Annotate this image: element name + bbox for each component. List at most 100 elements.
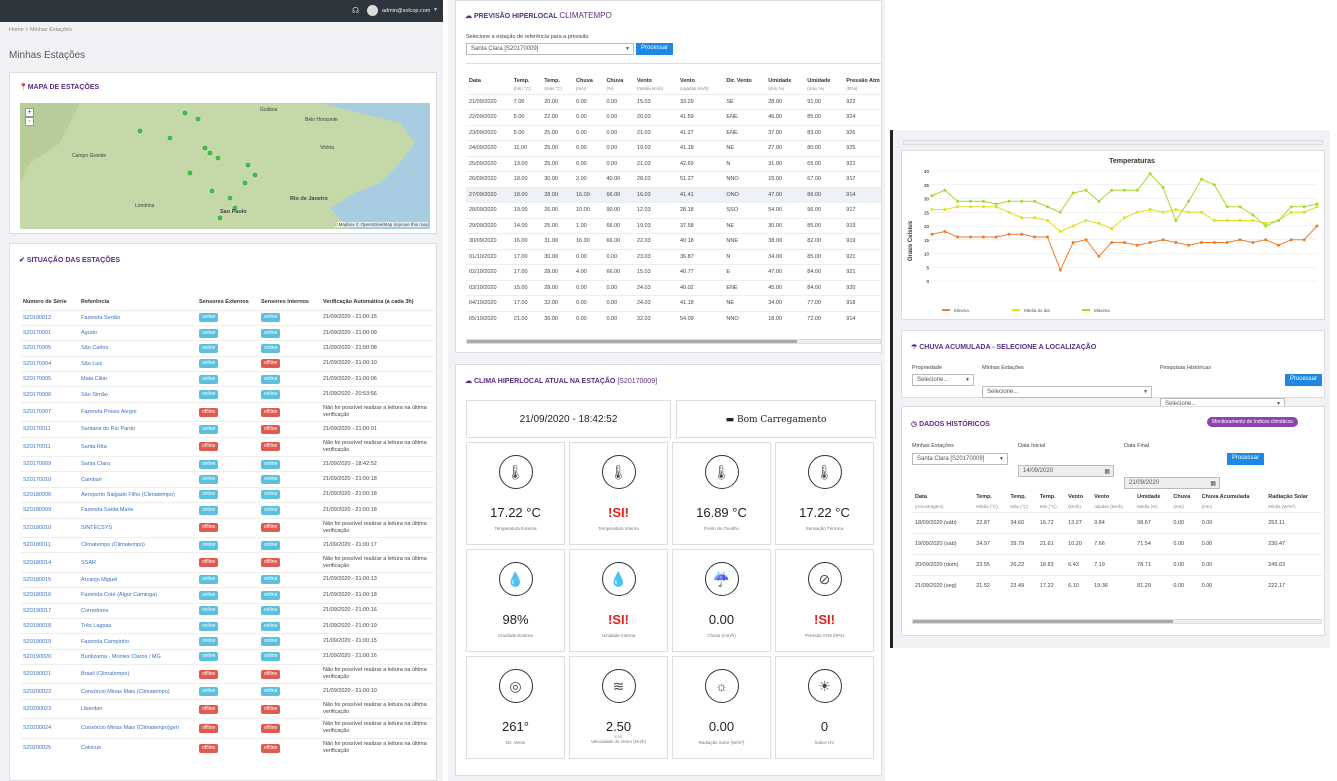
chevron-down-icon: ▼ [1143, 389, 1148, 395]
user-email[interactable]: admin@solcop.com [382, 8, 431, 14]
map-credit[interactable]: © Mapbox © OpenStreetMap Improve this ma… [334, 222, 428, 227]
forecast-cell: 41.41 [679, 191, 694, 198]
stations-select[interactable]: Selecione... ▼ [982, 386, 1152, 398]
forecast-cell: 2.00 [576, 176, 587, 183]
forecast-col[interactable]: Temp. [513, 78, 530, 84]
chevron-down-icon[interactable]: ▼ [433, 7, 438, 13]
forecast-col[interactable]: Data [469, 78, 481, 84]
reference-link[interactable]: Mata Ciliar [81, 376, 108, 383]
history-col[interactable]: Vento [1094, 494, 1110, 500]
history-cell: 222.17 [1268, 582, 1286, 589]
history-process-button[interactable]: Processar [1227, 453, 1265, 465]
reference-link[interactable]: Arcanjo Miguel [81, 576, 118, 583]
history-col[interactable]: Vento [1068, 494, 1084, 500]
data-point [1071, 241, 1075, 244]
history-col[interactable]: Chuva [1173, 494, 1191, 500]
table-row: 19/09/2020 (sáb) 24.97 29.79 21.61 10.20 7.66… [912, 533, 1322, 554]
reference-link[interactable]: São Luiz [81, 360, 103, 367]
history-col[interactable]: Data [915, 494, 927, 500]
zoom-out-button[interactable]: - [25, 117, 34, 126]
property-select[interactable]: Selecione... ▼ [912, 374, 974, 386]
reference-link[interactable]: Fazenda Pouso Alegre [81, 409, 137, 416]
reference-link[interactable]: SINTECSYS [81, 524, 113, 531]
internal-status-badge: online [258, 487, 320, 502]
col-serial[interactable]: Número de Série [23, 298, 67, 305]
reference-link[interactable]: Consórcio Minas Mais (Climatempo)geri [81, 725, 179, 732]
history-col[interactable]: Umidade [1137, 494, 1161, 500]
history-col[interactable]: Radiação Solar [1268, 494, 1308, 500]
reference-link[interactable]: Santa Rita [81, 443, 107, 450]
reference-link[interactable]: Corredores [81, 607, 109, 614]
data-point [1302, 238, 1306, 242]
forecast-col[interactable]: Pressão Atm [846, 78, 880, 84]
chart-scrollbar[interactable] [903, 140, 1323, 145]
map-view[interactable]: + - Campo Grande Sao Paulo Rio de Janeir… [20, 103, 430, 229]
table-row: 25/09/2020 13.00 25.00 0.00 0.00 21.03 42.69 N 3… [466, 156, 881, 172]
reference-link[interactable]: Liberdan [81, 706, 103, 713]
forecast-cell: 16.00 [576, 191, 590, 198]
reference-link[interactable]: Colocue [81, 745, 102, 752]
reference-link[interactable]: São Simão [81, 391, 108, 398]
forecast-cell: 85.00 [807, 114, 822, 121]
forecast-cell: 0.00 [606, 284, 618, 291]
history-cell: 19/09/2020 (sáb) [915, 540, 957, 547]
avatar[interactable] [367, 5, 378, 16]
history-col[interactable]: Chuva Acumulada [1201, 494, 1250, 500]
history-col[interactable]: Temp. [976, 494, 993, 500]
end-date-input[interactable]: 21/09/2020 ▦ [1124, 477, 1220, 489]
col-external[interactable]: Sensores Externos [199, 298, 249, 305]
forecast-col[interactable]: Vento [679, 78, 695, 84]
history-scrollbar[interactable] [912, 619, 1322, 624]
external-status-badge: online [196, 618, 258, 633]
reference-link[interactable]: Consórcio Minas Mais (Climatempo) [81, 688, 170, 695]
history-station-select[interactable]: Santa Clara [S20170009] ▼ [912, 453, 1008, 465]
uv-icon: ☀ [807, 669, 842, 703]
history-col[interactable]: Temp. [1039, 494, 1056, 500]
data-point [943, 208, 947, 211]
col-reference[interactable]: Referência [81, 298, 110, 305]
reference-link[interactable]: Santa Clara [81, 461, 111, 468]
forecast-col[interactable]: Temp. [544, 78, 561, 84]
forecast-col[interactable]: Chuva [576, 78, 593, 84]
history-col[interactable]: Temp. [1010, 494, 1027, 500]
forecast-col[interactable]: Dir. Vento [726, 78, 752, 84]
reference-link[interactable]: Camburi [81, 476, 102, 483]
forecast-station-select[interactable]: Santa Clara [S20170009] ▼ [466, 43, 634, 55]
check-cell: 21/09/2020 - 21:00:01 [323, 425, 377, 432]
reference-link[interactable]: Buritizama - Montes Claros / MG [81, 653, 161, 660]
forecast-col[interactable]: Chuva [606, 78, 624, 84]
forecast-subcol: (%) [606, 86, 614, 92]
forecast-cell: 16.00 [513, 238, 528, 245]
reference-link[interactable]: Fazenda Santa Marie [81, 507, 134, 514]
calendar-icon[interactable]: ▦ [1210, 481, 1216, 487]
rain-process-button[interactable]: Processar [1285, 374, 1323, 386]
reference-link[interactable]: Santana do Rio Pardo [81, 426, 136, 433]
forecast-col[interactable]: Vento [636, 78, 652, 84]
reference-link[interactable]: Fazenda Sertão [81, 314, 121, 321]
reference-link[interactable]: São Carlos [81, 345, 109, 352]
reference-link[interactable]: Aeroporto Salgado Filho (Climatempo) [81, 491, 175, 498]
reference-link[interactable]: Fazenda Campinho [81, 638, 130, 645]
col-check[interactable]: Verificação Automática (a cada 3h) [323, 298, 414, 305]
reference-link[interactable]: Fazenda Coté (Algor Caminga) [81, 592, 158, 599]
tile-value: 0.00 [708, 719, 735, 734]
forecast-col[interactable]: Umidade [807, 78, 831, 84]
forecast-scrollbar[interactable] [466, 339, 881, 344]
reference-link[interactable]: Três Lagoas [81, 623, 112, 630]
climate-index-badge[interactable]: Monitoramento de índices climáticos [1207, 417, 1298, 427]
zoom-in-button[interactable]: + [25, 108, 34, 117]
history-cell: 24.97 [976, 540, 990, 547]
col-internal[interactable]: Sensores Internos [261, 298, 309, 305]
breadcrumb-home[interactable]: Home [9, 27, 24, 33]
start-date-input[interactable]: 14/09/2020 ▦ [1018, 465, 1114, 477]
calendar-icon[interactable]: ▦ [1104, 469, 1110, 475]
forecast-col[interactable]: Umidade [768, 78, 792, 84]
reference-link[interactable]: Brasil (Climatempo) [81, 671, 130, 678]
reference-link[interactable]: SSAR [81, 559, 96, 566]
forecast-cell: NE [726, 222, 735, 229]
data-point [1033, 199, 1037, 203]
reference-link[interactable]: Agudo [81, 330, 97, 337]
forecast-process-button[interactable]: Processar [636, 43, 674, 55]
reference-link[interactable]: Climatempo (Climatempo) [81, 542, 145, 549]
headset-icon[interactable]: ☊ [352, 6, 360, 15]
